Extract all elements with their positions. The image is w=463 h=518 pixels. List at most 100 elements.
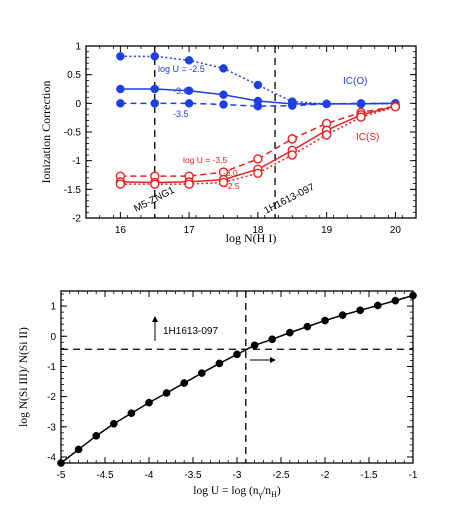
data-point	[250, 341, 259, 350]
data-point	[150, 179, 160, 189]
data-point	[219, 90, 228, 99]
bottom-plot-frame	[60, 290, 414, 464]
top-markers	[115, 52, 401, 189]
y-tick-label: 0	[50, 332, 56, 343]
data-point	[219, 64, 228, 73]
data-point	[162, 389, 171, 397]
annotation-m5-zng1: M5-ZNG1	[132, 185, 176, 215]
data-point	[287, 134, 297, 144]
data-point	[356, 306, 365, 315]
series-line	[120, 102, 396, 107]
ionization-correction-chart: 16 17 18 19 20 -2 -1.5 -1 -0.5 0 0.5 1 log N(H I) I…	[39, 42, 417, 245]
x-tick-label: 17	[184, 225, 196, 236]
data-point	[74, 445, 83, 454]
annotation-1h1613-097-top: 1H1613-097	[262, 182, 316, 217]
data-point	[409, 291, 417, 300]
y-tick-label: 0.5	[67, 70, 81, 81]
data-point	[373, 301, 382, 310]
data-point	[184, 86, 194, 95]
bottom-ticks: -5 -4.5 -4 -3.5 -3 -2.5 -2 -1.5 -1 -4 -3 -2 -1 0 1	[47, 291, 418, 481]
data-point	[150, 84, 159, 94]
bottom-x-axis-label: log U = log (nγ/nH)	[193, 485, 281, 499]
x-tick-label: 16	[115, 225, 127, 236]
top-y-axis-label: Ionization Correction	[39, 81, 53, 184]
data-point	[253, 154, 263, 164]
data-point	[116, 99, 125, 108]
series-line	[120, 55, 396, 105]
data-point	[218, 177, 229, 188]
x-tick-label: -1.5	[360, 470, 378, 481]
data-point	[287, 150, 297, 160]
x-tick-label: -4	[145, 470, 154, 481]
x-tick-label: 18	[252, 225, 264, 236]
x-tick-label: 20	[390, 225, 402, 236]
data-point	[184, 99, 194, 108]
y-tick-label: 0	[75, 99, 81, 110]
data-point	[184, 56, 194, 65]
data-point	[303, 322, 312, 331]
x-tick-label: -3.5	[184, 470, 202, 481]
data-point	[215, 359, 224, 368]
bottom-reference-lines	[61, 291, 413, 463]
data-point	[356, 99, 366, 108]
data-point	[390, 102, 401, 112]
data-point	[92, 431, 101, 440]
top-ticks: 16 17 18 19 20 -2 -1.5 -1 -0.5 0 0.5 1	[64, 42, 417, 236]
data-point	[285, 328, 294, 337]
data-point	[57, 459, 65, 467]
y-tick-label: 1	[50, 302, 56, 313]
data-point	[321, 130, 332, 140]
right-arrow	[250, 357, 276, 363]
y-tick-label: -1	[47, 362, 56, 373]
bottom-markers	[57, 291, 417, 467]
data-point	[356, 112, 366, 122]
data-point	[150, 99, 159, 108]
top-reference-lines	[154, 46, 276, 218]
data-point	[253, 80, 263, 90]
up-arrow	[152, 316, 158, 341]
annotation-log-u-top: log U = -2.5	[158, 64, 205, 74]
data-point	[115, 179, 126, 189]
data-point	[180, 379, 189, 387]
data-point	[391, 296, 400, 305]
top-x-axis-label: log N(H I)	[226, 231, 277, 245]
y-tick-label: -4	[47, 452, 56, 463]
data-point	[338, 311, 347, 319]
annotation-log-u-low: -3.5	[173, 109, 189, 119]
x-tick-label: 19	[321, 225, 333, 236]
data-point	[253, 168, 263, 178]
data-point	[116, 84, 125, 94]
annotation-s-log-u-top: log U = -3.5	[183, 155, 227, 165]
data-point	[268, 335, 277, 344]
y-tick-label: -1.5	[64, 185, 82, 196]
x-tick-label: -3	[233, 470, 242, 481]
data-point	[116, 52, 125, 61]
x-tick-label: -2	[321, 470, 330, 481]
bottom-series	[60, 294, 414, 464]
data-point	[109, 419, 118, 428]
series-line	[120, 106, 396, 185]
data-point	[288, 101, 297, 110]
x-tick-label: -4.5	[96, 470, 114, 481]
bottom-y-axis-label: log N(Si III)/ N(Si II)	[18, 327, 30, 427]
silicon-ratio-chart: -5 -4.5 -4 -3.5 -3 -2.5 -2 -1.5 -1 -4 -3 -2 -1 0 1 log…	[18, 290, 418, 499]
data-point	[197, 369, 206, 377]
data-point	[253, 101, 263, 111]
annotation-s-log-u-low: -2.5	[225, 181, 240, 191]
y-tick-label: -3	[47, 422, 56, 433]
data-point	[322, 99, 331, 109]
annotation-ic-s: IC(S)	[356, 132, 379, 143]
data-point	[127, 409, 136, 418]
annotation-ic-o: IC(O)	[343, 76, 367, 87]
data-point	[219, 100, 228, 109]
y-tick-label: 1	[75, 42, 81, 53]
data-point	[145, 398, 153, 407]
x-tick-label: -1	[409, 470, 418, 481]
series-line	[60, 294, 414, 464]
x-tick-label: -2.5	[272, 470, 290, 481]
x-tick-label: -5	[57, 470, 66, 481]
y-tick-label: -2	[47, 392, 56, 403]
y-tick-label: -2	[72, 214, 81, 225]
data-point	[233, 350, 241, 359]
